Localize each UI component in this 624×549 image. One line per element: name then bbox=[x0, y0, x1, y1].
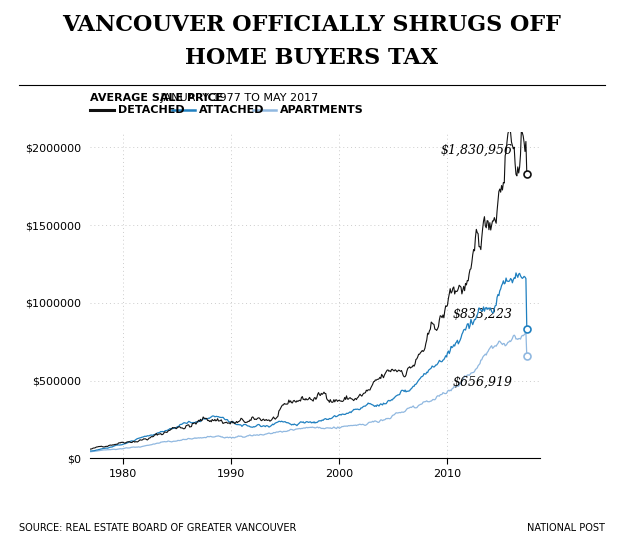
Text: SOURCE: REAL ESTATE BOARD OF GREATER VANCOUVER: SOURCE: REAL ESTATE BOARD OF GREATER VAN… bbox=[19, 523, 296, 533]
Text: JANUARY 1977 TO MAY 2017: JANUARY 1977 TO MAY 2017 bbox=[157, 93, 318, 103]
Text: $833,223: $833,223 bbox=[452, 307, 512, 321]
Text: $656,919: $656,919 bbox=[452, 376, 512, 389]
Text: HOME BUYERS TAX: HOME BUYERS TAX bbox=[185, 47, 439, 69]
Text: ATTACHED: ATTACHED bbox=[199, 105, 265, 115]
Text: $1,830,956: $1,830,956 bbox=[441, 144, 512, 157]
Text: APARTMENTS: APARTMENTS bbox=[280, 105, 364, 115]
Text: VANCOUVER OFFICIALLY SHRUGS OFF: VANCOUVER OFFICIALLY SHRUGS OFF bbox=[62, 14, 562, 36]
Text: NATIONAL POST: NATIONAL POST bbox=[527, 523, 605, 533]
Text: DETACHED: DETACHED bbox=[118, 105, 185, 115]
Text: AVERAGE SALE PRICE: AVERAGE SALE PRICE bbox=[90, 93, 224, 103]
